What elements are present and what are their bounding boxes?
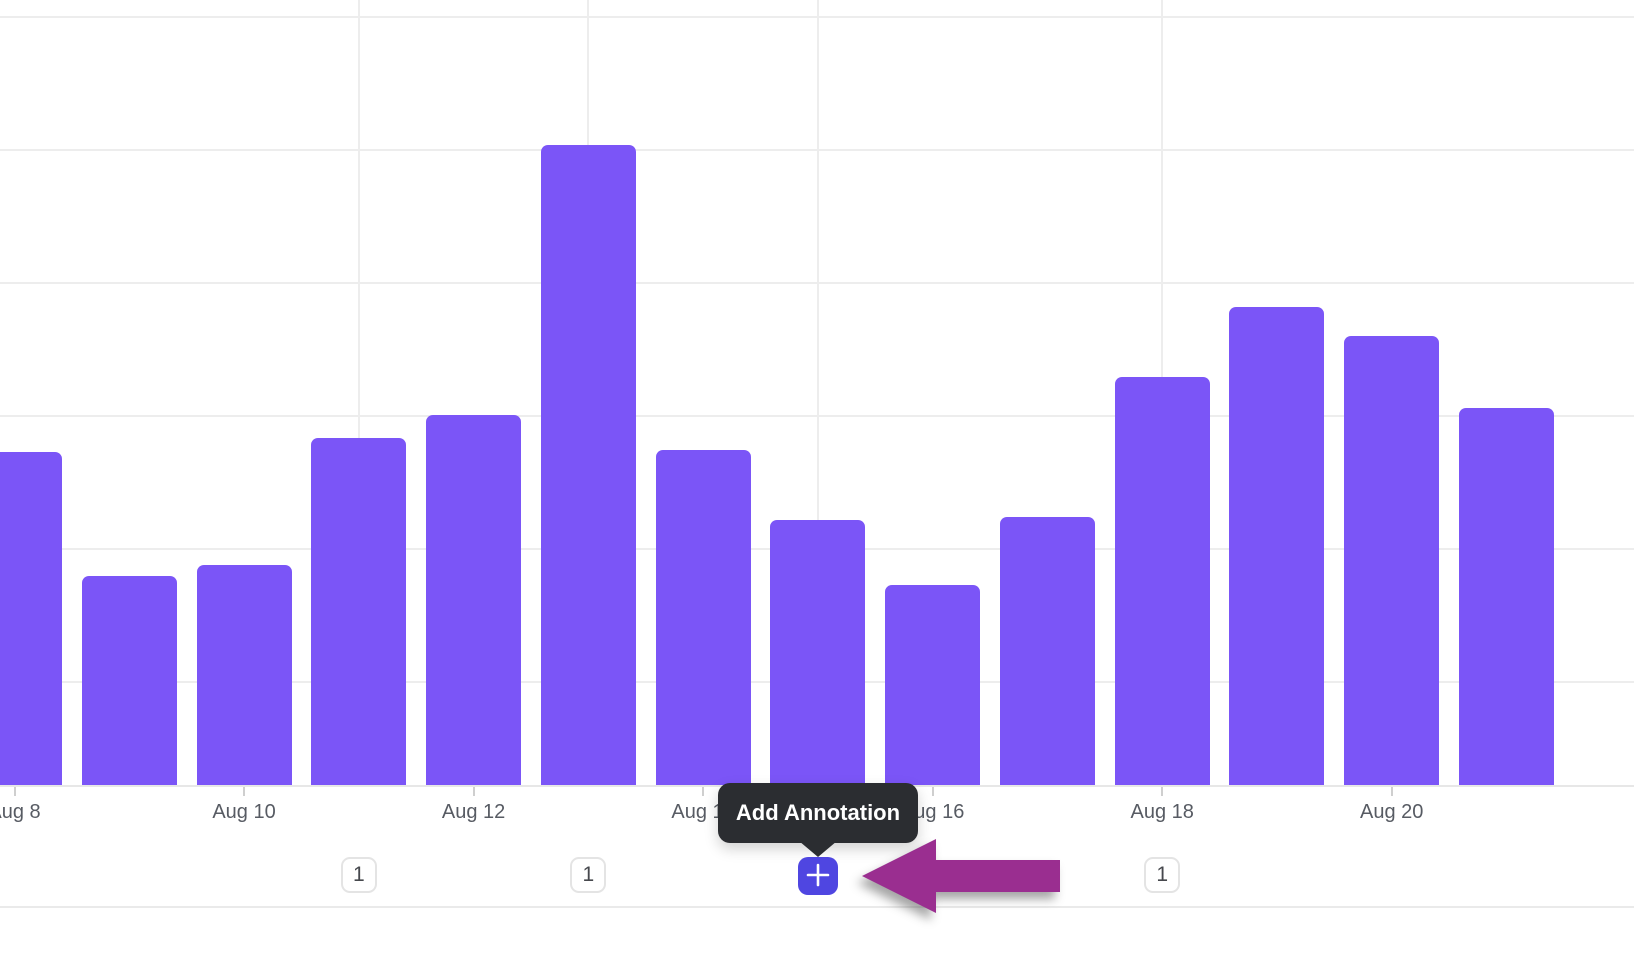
x-label-aug-10: Aug 10	[212, 801, 276, 823]
x-tick	[931, 787, 934, 796]
tooltip-caret	[799, 841, 837, 857]
bar-aug-12[interactable]	[426, 415, 522, 785]
x-tick	[702, 787, 705, 796]
x-tick	[1161, 787, 1164, 796]
plus-icon	[806, 863, 830, 890]
add-annotation-button[interactable]	[798, 857, 838, 895]
bar-aug-11[interactable]	[311, 438, 407, 785]
bar-aug-13[interactable]	[540, 145, 636, 785]
x-tick	[472, 787, 475, 796]
bar-aug-8[interactable]	[0, 452, 62, 785]
bar-aug-21[interactable]	[1459, 408, 1554, 785]
bar-aug-9[interactable]	[81, 576, 177, 785]
annotation-count-badge[interactable]: 1	[570, 857, 607, 893]
bar-aug-20[interactable]	[1344, 336, 1440, 785]
bar-aug-19[interactable]	[1229, 307, 1325, 785]
annotation-marker-line	[357, 0, 360, 785]
add-annotation-tooltip-label: Add Annotation	[735, 800, 901, 825]
x-tick	[243, 787, 246, 796]
bar-aug-17[interactable]	[999, 517, 1095, 785]
x-label-aug-8: Aug 8	[0, 801, 41, 823]
x-tick	[13, 787, 16, 796]
x-label-aug-20: Aug 20	[1360, 801, 1424, 823]
x-tick	[1390, 787, 1393, 796]
section-divider	[0, 906, 1634, 908]
x-label-aug-18: Aug 18	[1130, 801, 1194, 823]
bar-aug-18[interactable]	[1114, 377, 1210, 785]
annotation-count-badge[interactable]: 1	[340, 857, 377, 893]
bar-aug-14[interactable]	[655, 450, 751, 785]
annotation-count-badge[interactable]: 1	[1144, 857, 1181, 893]
bar-aug-10[interactable]	[196, 565, 292, 785]
annotation-marker-line	[816, 0, 819, 785]
x-label-aug-12: Aug 12	[441, 801, 506, 823]
bar-aug-16[interactable]	[885, 585, 981, 785]
bar-aug-15[interactable]	[770, 520, 866, 785]
add-annotation-tooltip: Add Annotation	[718, 783, 918, 843]
